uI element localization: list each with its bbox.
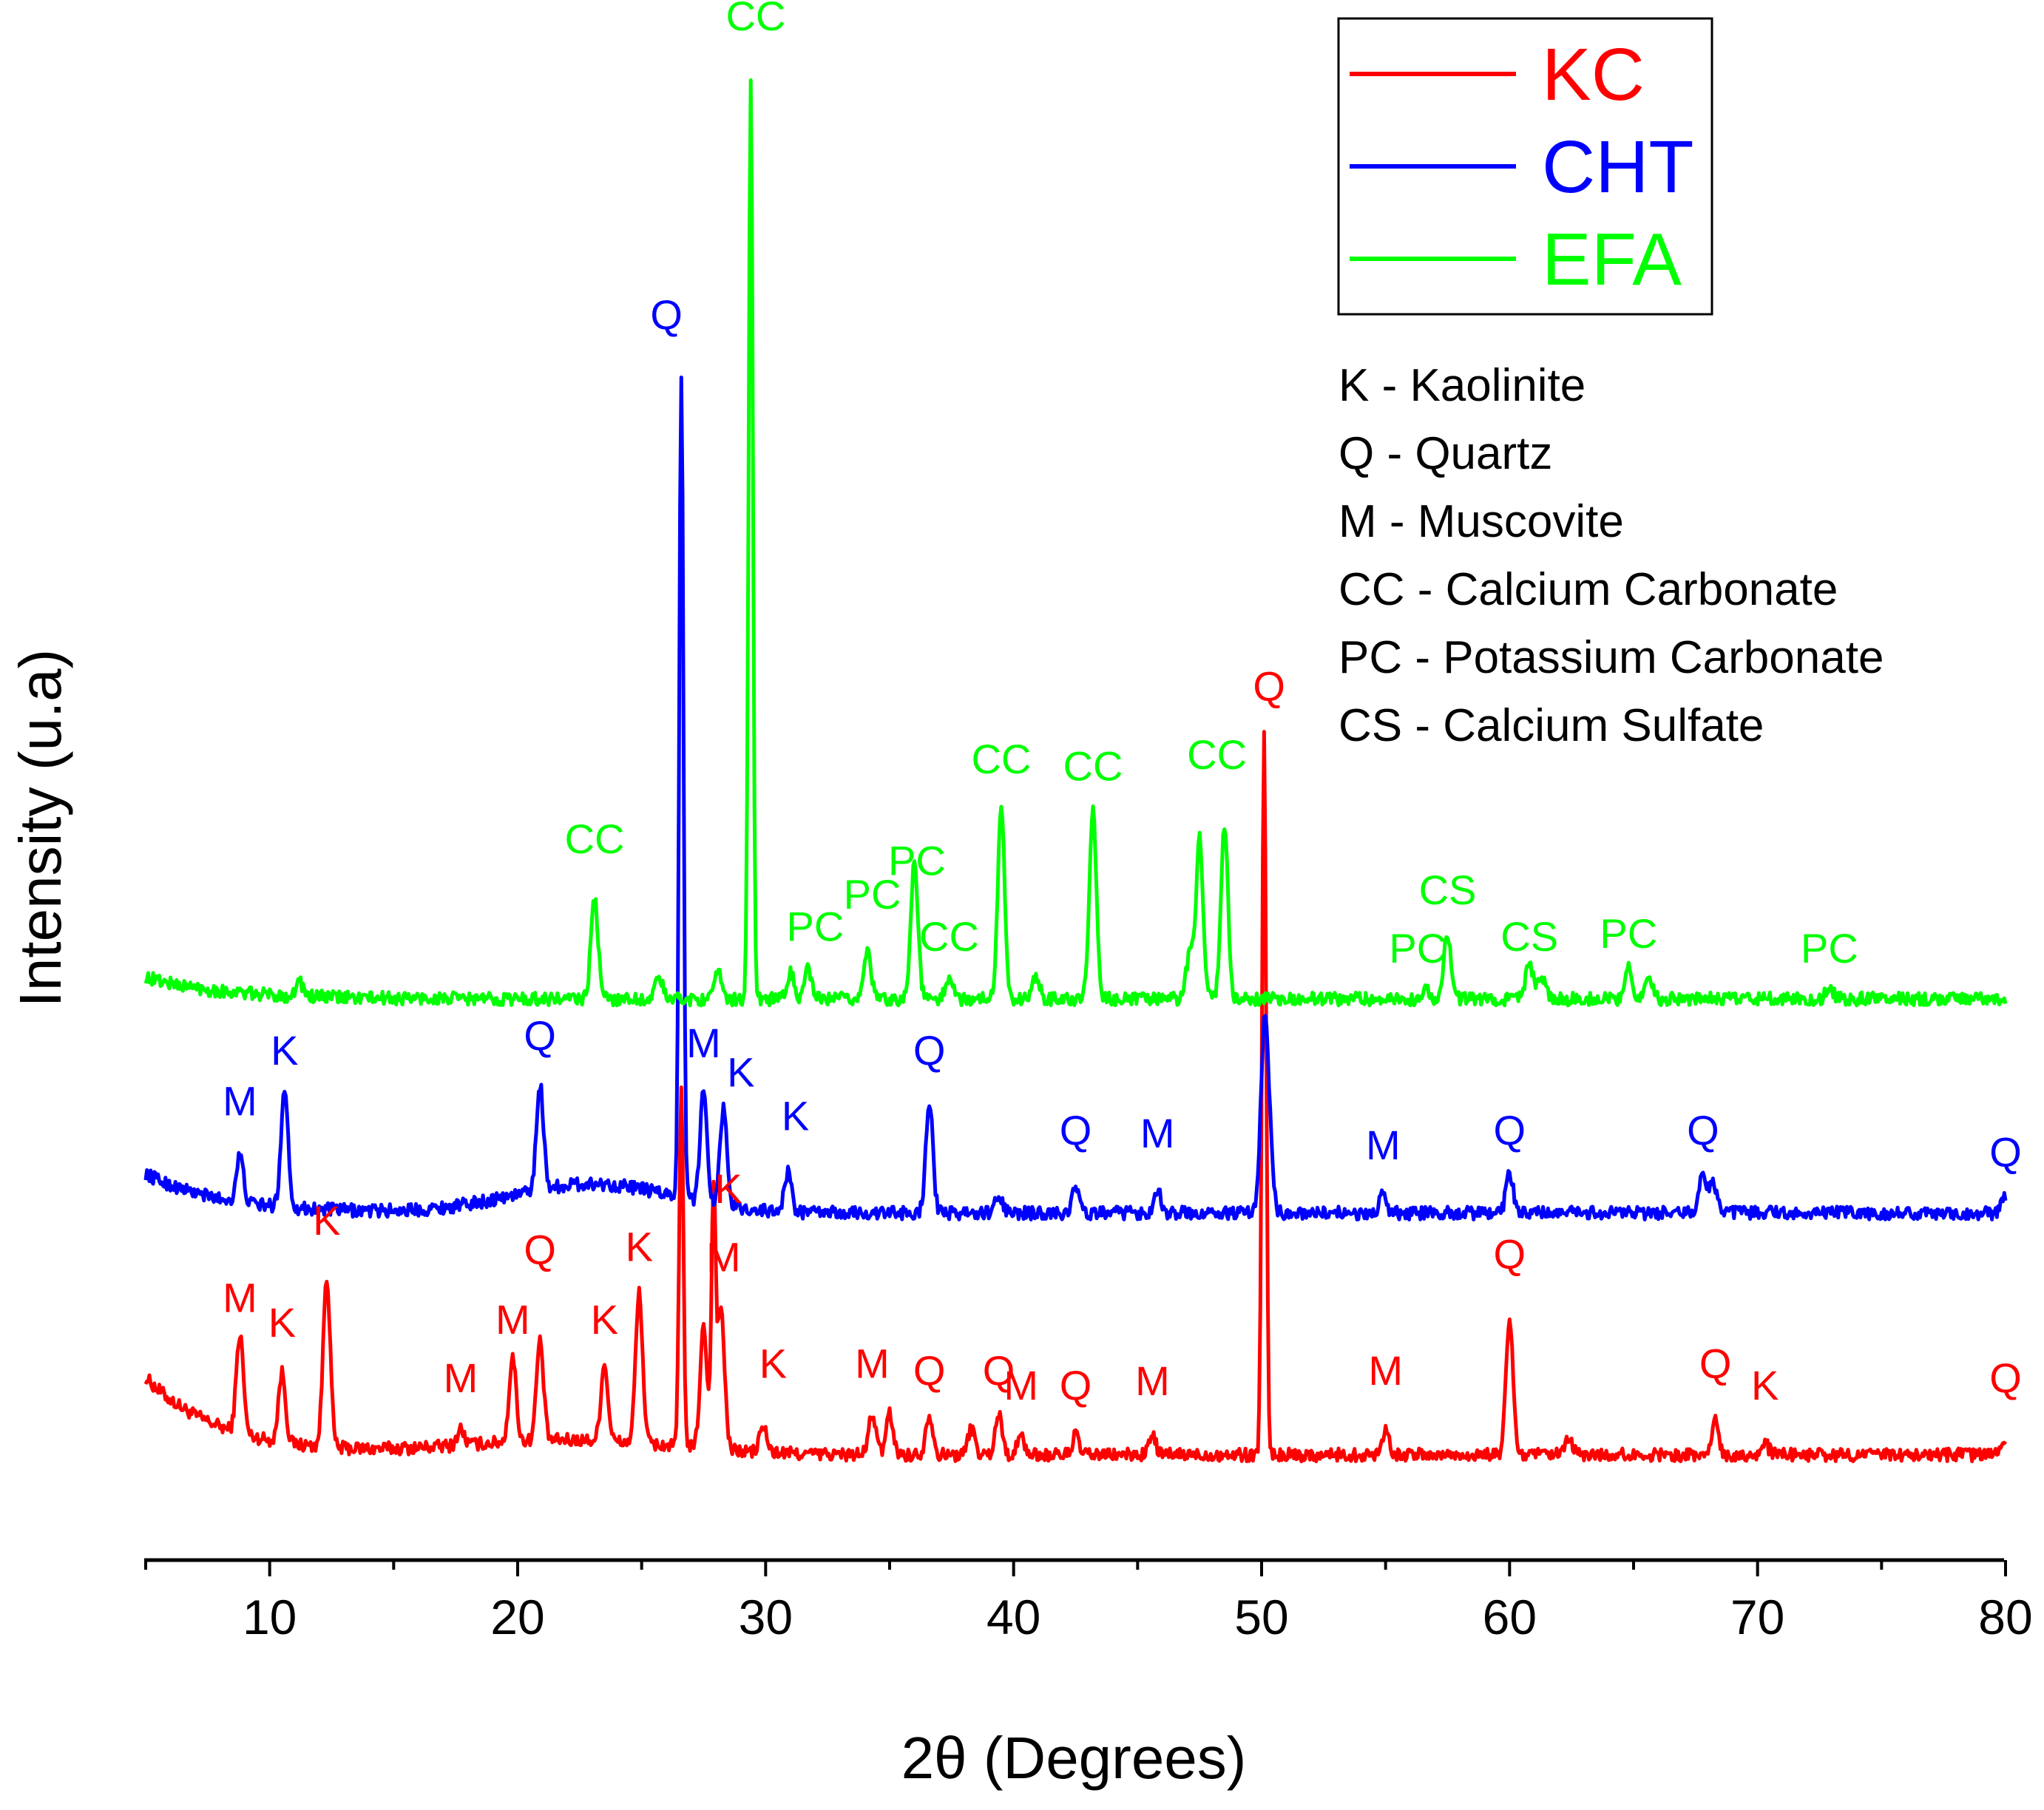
peak-label-efa: CS [1419,867,1477,913]
series-line-kc [143,730,2008,1463]
peak-label-cht: K [727,1048,754,1095]
peak-label-cht: Q [1989,1129,2022,1176]
peak-label-kc: K [1751,1362,1779,1409]
plot-lines [143,78,2008,1463]
peak-label-efa: CC [919,913,979,960]
x-axis-title: 2θ (Degrees) [901,1725,1247,1791]
peak-label-efa: CC [725,0,785,39]
peak-label-kc: M [444,1355,478,1401]
peak-label-efa: PC [1600,910,1657,957]
x-tick-label: 50 [1234,1590,1288,1644]
peak-label-kc: Q [913,1347,946,1394]
phase-key-item: CC - Calcium Carbonate [1339,564,1838,615]
peak-label-kc: Q [1060,1362,1092,1409]
peak-label-efa: CC [565,816,625,862]
legend-label-cht: CHT [1542,126,1694,209]
peak-label-kc: Q [1253,662,1285,709]
phase-key-item: CS - Calcium Sulfate [1339,700,1764,751]
x-tick-label: 20 [490,1590,544,1644]
series-line-cht [143,375,2008,1221]
peak-label-kc: K [268,1299,296,1346]
x-tick-label: 10 [243,1590,297,1644]
x-tick-label: 30 [739,1590,793,1644]
peak-label-cht: M [1140,1110,1175,1156]
peak-label-cht: M [1366,1122,1401,1168]
peak-label-kc: Q [1494,1231,1526,1278]
x-tick-label: 60 [1483,1590,1537,1644]
peak-label-kc: Q [1699,1340,1732,1386]
peak-label-kc: K [626,1224,653,1270]
peak-label-efa: PC [1801,925,1858,972]
peak-label-cht: Q [1060,1107,1092,1153]
peak-label-cht: Q [913,1027,946,1074]
phase-key-item: K - Kaolinite [1339,360,1586,411]
peak-label-efa: PC [787,903,845,949]
peak-label-kc: M [855,1340,890,1386]
peak-label-efa: PC [888,838,946,884]
peak-label-efa: CC [971,736,1031,782]
peak-label-kc: M [1368,1347,1403,1394]
peak-label-kc: M [223,1275,257,1321]
peak-label-kc: K [759,1340,787,1386]
phase-key-item: PC - Potassium Carbonate [1339,632,1884,683]
peak-label-kc: K [591,1296,618,1343]
peak-label-efa: CC [1187,731,1247,778]
legend-label-kc: KC [1542,33,1645,116]
phase-key-item: Q - Quartz [1339,428,1552,479]
legend: KC CHT EFA [1337,17,1713,316]
peak-label-cht: K [271,1027,298,1074]
peak-label-kc: Q [524,1227,556,1273]
x-tick-label: 70 [1730,1590,1784,1644]
peak-label-cht: M [686,1020,721,1066]
peak-label-kc: Q [1989,1355,2022,1401]
peak-label-kc: M [1135,1358,1170,1404]
y-axis-title: Intensity (u.a) [7,649,73,1008]
peak-label-efa: CS [1500,913,1558,960]
phase-key-item: M - Muscovite [1339,496,1624,547]
x-axis: 10 20 30 40 50 60 70 80 [144,1558,2033,1644]
phase-key: K - Kaolinite Q - Quartz M - Muscovite CC -… [1339,360,1884,751]
peak-label-cht: Q [1687,1107,1719,1153]
peak-label-kc: Q [983,1347,1015,1394]
peak-label-cht: Q [1494,1107,1526,1153]
peak-label-cht: K [782,1092,809,1139]
series-line-efa [143,78,2008,1008]
peak-label-cht: M [223,1078,257,1125]
peak-label-kc: M [495,1296,530,1343]
peak-label-efa: PC [844,871,901,918]
peak-label-kc: M [1004,1362,1038,1409]
peak-label-kc: K [313,1197,340,1244]
peak-label-kc: K [714,1165,742,1212]
peak-label-efa: PC [1389,925,1446,972]
peak-label-cht: Q [650,291,683,338]
x-tick-label: 80 [1978,1590,2032,1644]
peak-label-kc: M [706,1234,741,1281]
legend-label-efa: EFA [1542,218,1682,301]
x-tick-label: 40 [987,1590,1040,1644]
peak-label-efa: CC [1063,743,1123,790]
peak-label-cht: Q [524,1012,556,1059]
